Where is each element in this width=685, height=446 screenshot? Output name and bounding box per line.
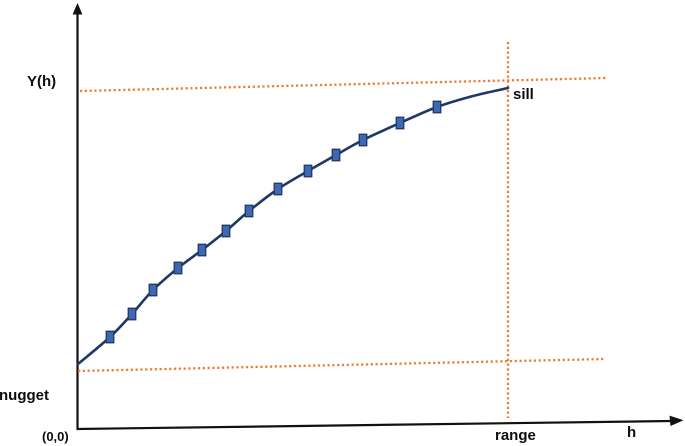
data-point-marker xyxy=(273,182,283,196)
guide-lines xyxy=(77,42,607,418)
x-axis-label: h xyxy=(627,424,637,441)
data-point-marker xyxy=(127,307,137,321)
data-point-marker xyxy=(395,116,405,130)
data-point-marker xyxy=(244,204,254,218)
data-point-marker xyxy=(105,330,115,344)
data-point-marker xyxy=(303,164,313,178)
data-point-marker xyxy=(358,133,368,147)
data-point-marker xyxy=(331,148,341,162)
y-axis-label: Y(h) xyxy=(27,73,57,90)
x-axis-arrow-icon xyxy=(669,415,684,426)
x-axis-line xyxy=(76,419,672,431)
data-point-marker xyxy=(221,224,231,238)
data-point-markers xyxy=(105,100,442,344)
sill-label: sill xyxy=(513,86,534,103)
model-curve xyxy=(76,86,510,366)
variogram-curve xyxy=(76,86,510,366)
origin-label: (0,0) xyxy=(42,429,69,444)
data-point-marker xyxy=(148,283,158,297)
nugget-label: nugget xyxy=(0,387,49,404)
axes xyxy=(72,3,684,431)
y-axis-arrow-icon xyxy=(72,3,83,15)
nugget-line xyxy=(77,357,605,373)
range-label: range xyxy=(495,427,536,444)
data-point-marker xyxy=(173,261,183,275)
sill-line xyxy=(79,76,607,93)
data-point-marker xyxy=(197,243,207,257)
data-point-marker xyxy=(432,100,442,114)
